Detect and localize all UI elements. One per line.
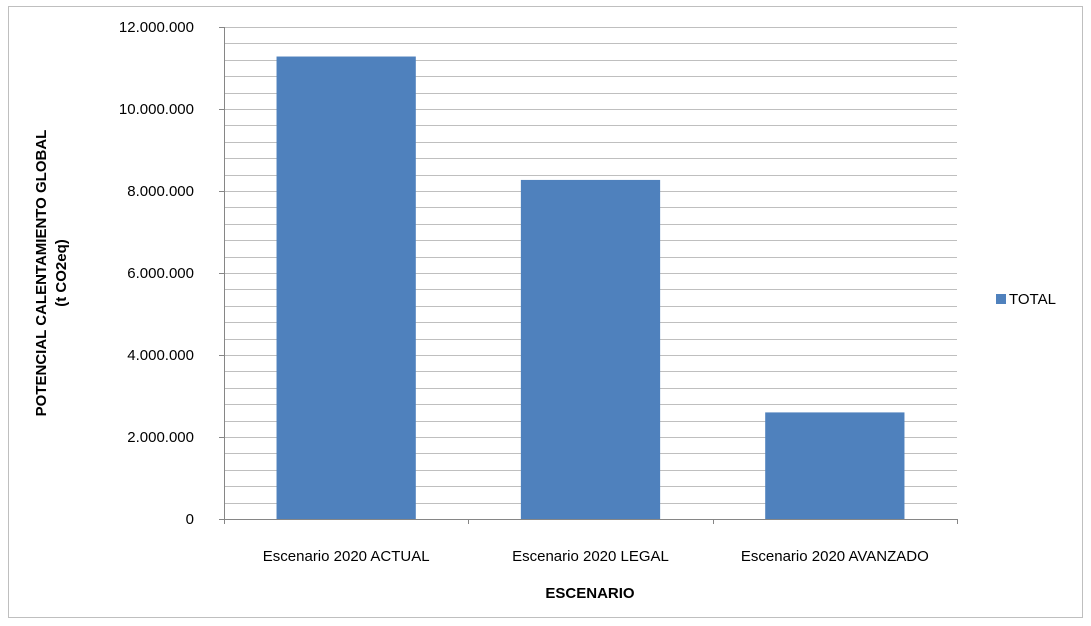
y-tick-label: 10.000.000 — [119, 101, 194, 118]
bar-2 — [520, 179, 661, 519]
y-tick-label: 2.000.000 — [127, 429, 194, 446]
bar-3 — [765, 412, 905, 519]
x-tick-labels: Escenario 2020 ACTUAL Escenario 2020 LEGA… — [263, 548, 929, 565]
x-tick-label: Escenario 2020 ACTUAL — [263, 548, 430, 565]
bar-1 — [276, 56, 416, 520]
y-tick-label: 12.000.000 — [119, 19, 194, 36]
x-axis-title: ESCENARIO — [545, 585, 635, 602]
y-axis-title-line1: POTENCIAL CALENTAMIENTO GLOBAL — [33, 130, 50, 417]
x-tick-label: Escenario 2020 LEGAL — [512, 548, 669, 565]
axes — [219, 27, 958, 524]
y-tick-label: 4.000.000 — [127, 347, 194, 364]
y-tick-label: 0 — [186, 511, 194, 528]
y-tick-labels: 0 2.000.000 4.000.000 6.000.000 8.000.000 10.… — [119, 19, 194, 528]
y-tick-label: 6.000.000 — [127, 265, 194, 282]
legend: TOTAL — [996, 291, 1056, 308]
legend-swatch — [996, 294, 1006, 304]
y-tick-label: 8.000.000 — [127, 183, 194, 200]
y-axis-title-line2: (t CO2eq) — [53, 239, 70, 307]
legend-label: TOTAL — [1009, 291, 1056, 308]
bars — [276, 56, 905, 520]
x-tick-label: Escenario 2020 AVANZADO — [741, 548, 929, 565]
